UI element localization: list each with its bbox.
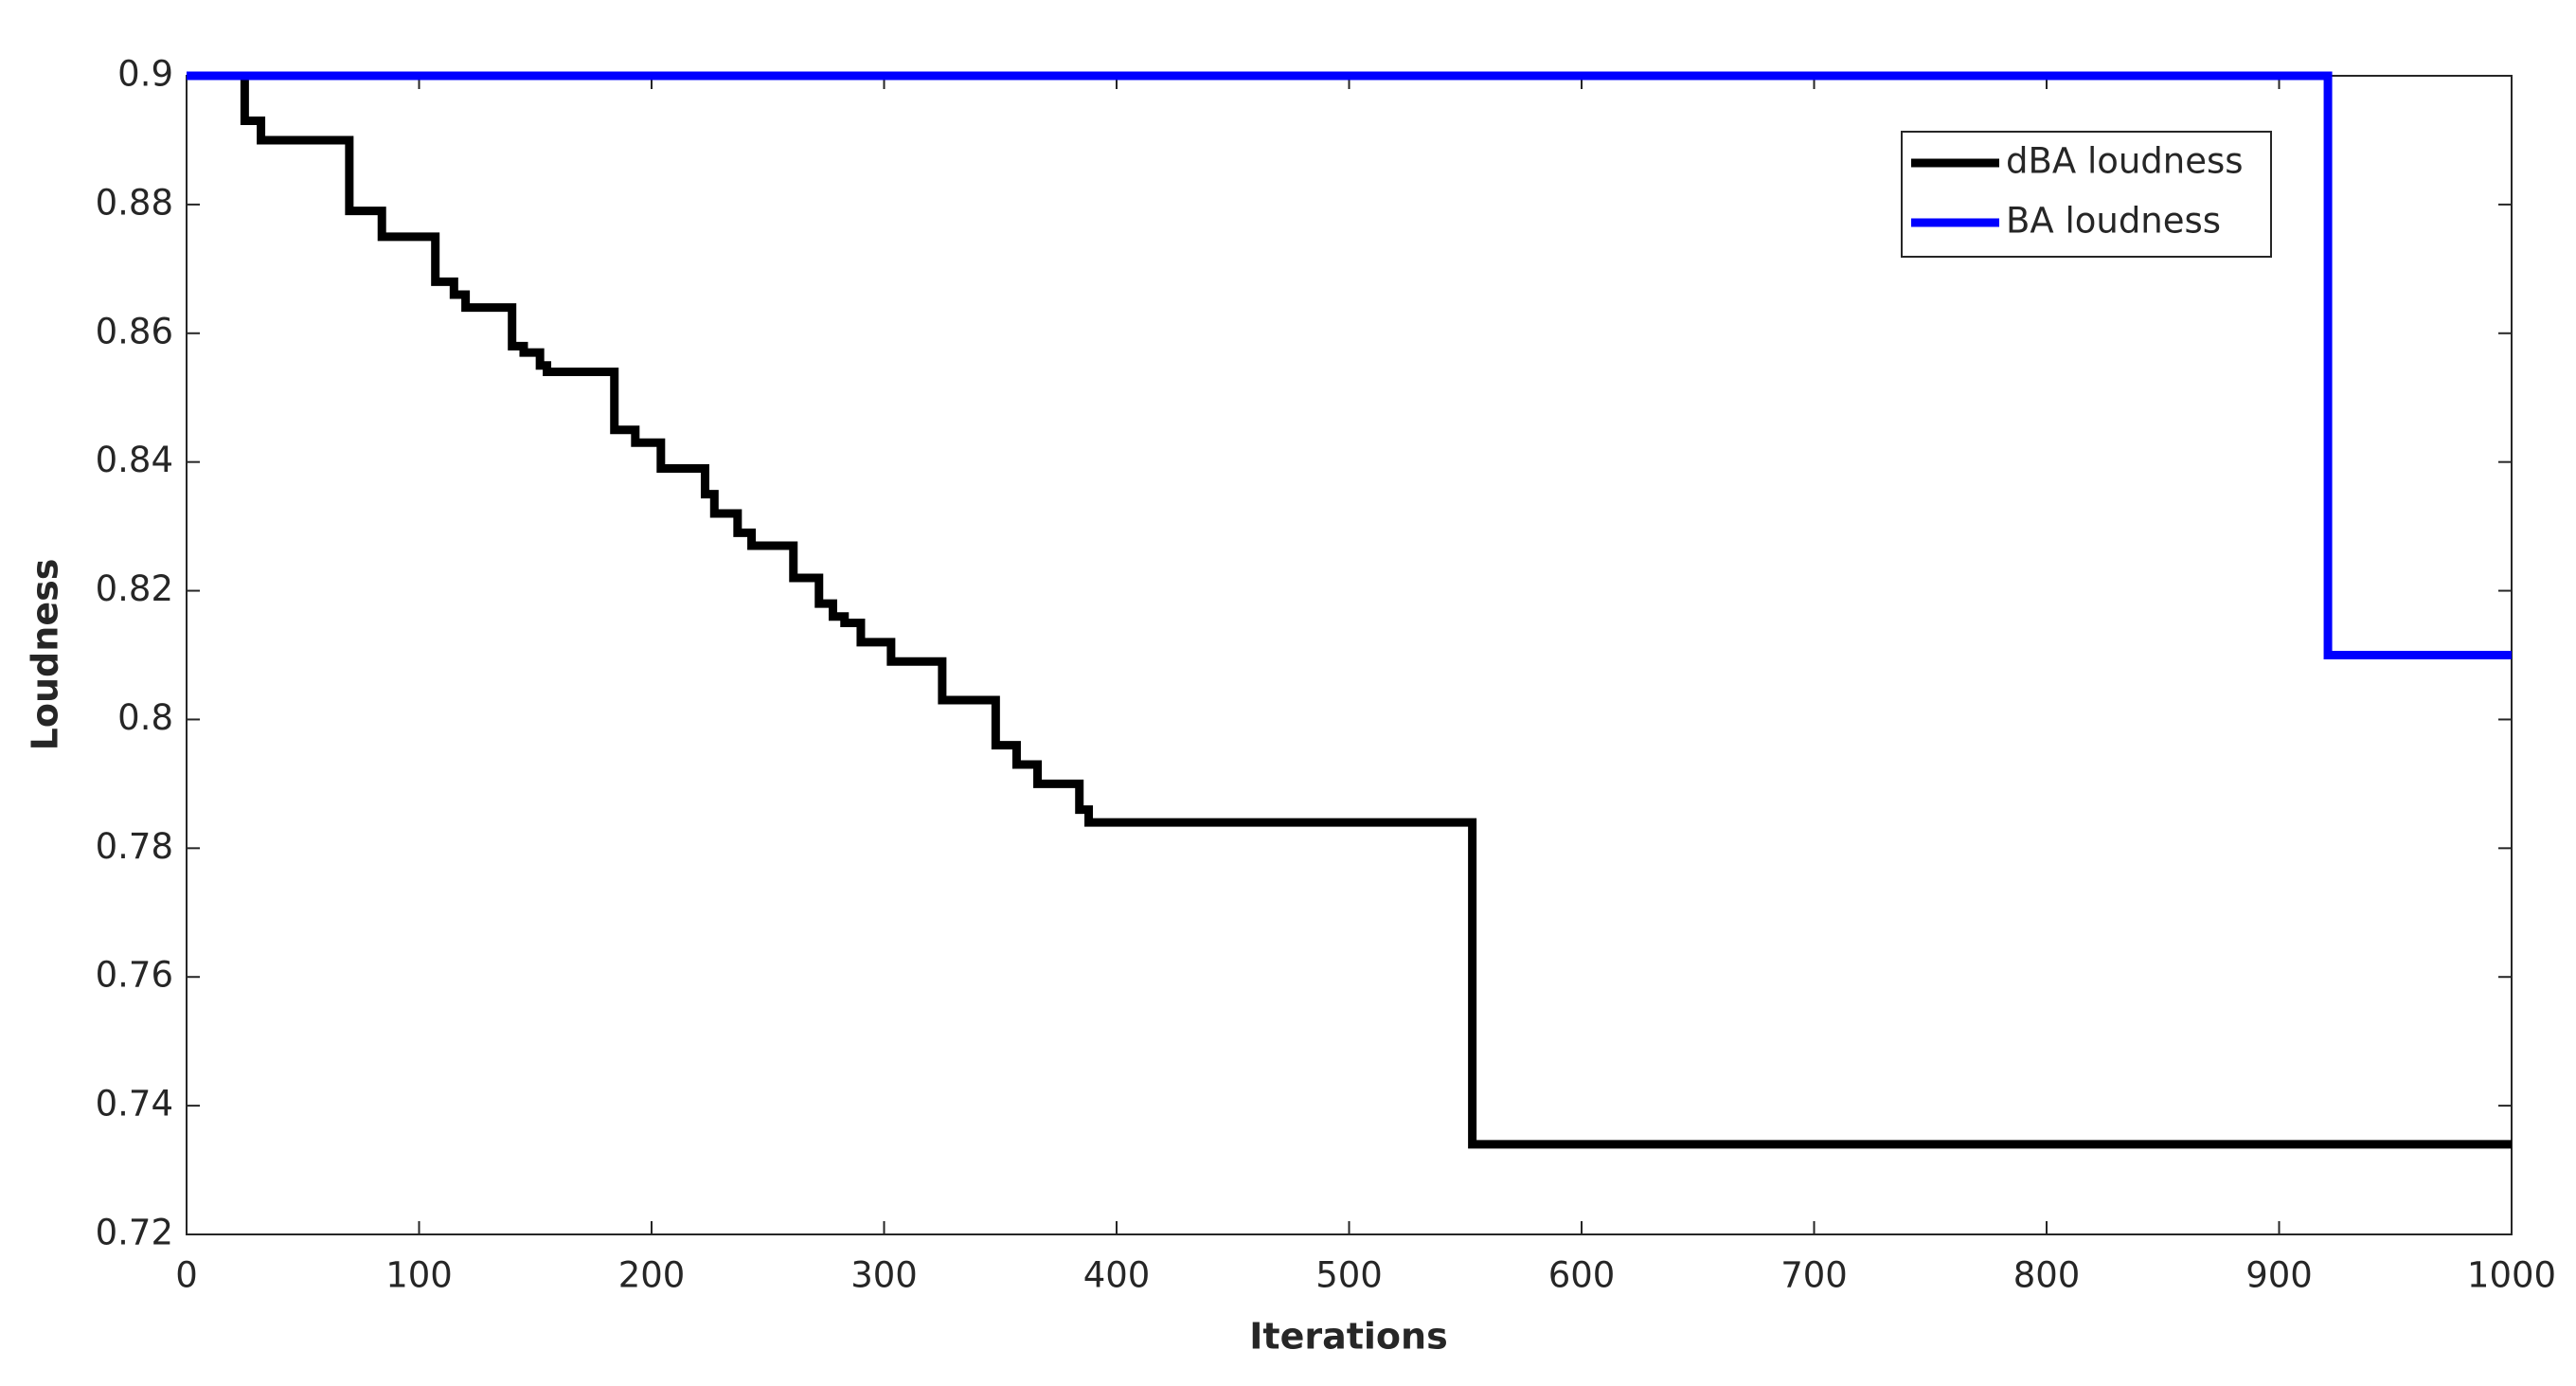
x-tick-label: 500: [1315, 1255, 1383, 1296]
y-tick-label: 0.9: [117, 54, 173, 95]
x-tick-label: 0: [175, 1255, 198, 1296]
line-series: [187, 71, 2512, 659]
y-tick-label: 0.76: [96, 955, 173, 996]
x-tick-label: 700: [1780, 1255, 1848, 1296]
x-tick-label: 400: [1083, 1255, 1151, 1296]
y-tick-label: 0.74: [96, 1084, 173, 1125]
x-tick-label: 900: [2245, 1255, 2313, 1296]
y-axis-title: Loudness: [25, 559, 66, 751]
x-tick-label: 300: [850, 1255, 918, 1296]
x-tick-label: 600: [1548, 1255, 1616, 1296]
x-tick-label: 800: [2013, 1255, 2081, 1296]
y-tick-label: 0.82: [96, 568, 173, 609]
x-tick-label: 100: [385, 1255, 453, 1296]
y-tick-label: 0.78: [96, 826, 173, 867]
x-tick-label: 1000: [2467, 1255, 2556, 1296]
y-tick-label: 0.72: [96, 1213, 173, 1253]
legend: dBA loudness BA loudness: [1901, 131, 2272, 258]
legend-label: BA loudness: [2006, 201, 2221, 242]
legend-box: [1901, 131, 2272, 258]
y-tick-label: 0.86: [96, 311, 173, 351]
y-tick-label: 0.84: [96, 440, 173, 480]
y-tick-label: 0.88: [96, 182, 173, 223]
line-series: [187, 71, 2512, 1149]
y-tick-label: 0.8: [117, 697, 173, 738]
x-axis-title: Iterations: [1249, 1316, 1447, 1358]
x-tick-label: 200: [618, 1255, 686, 1296]
legend-label: dBA loudness: [2006, 141, 2244, 182]
